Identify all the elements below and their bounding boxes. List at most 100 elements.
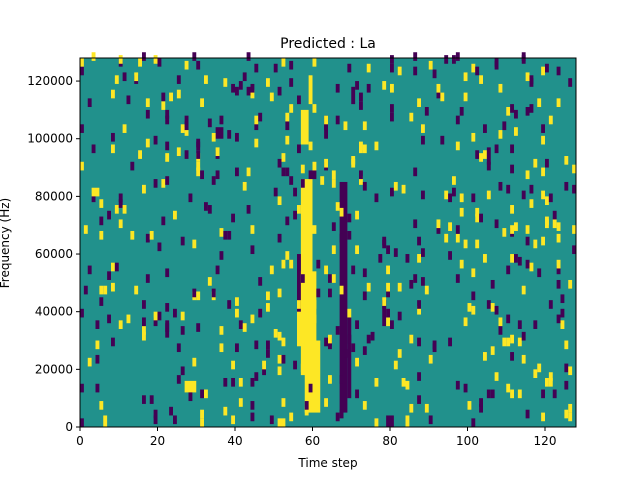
heatmap-cell-low <box>486 300 491 309</box>
heatmap-cell-high <box>304 406 309 416</box>
heatmap-cell-high <box>444 190 449 200</box>
heatmap-cell-high <box>471 268 476 278</box>
heatmap-cell-high <box>417 305 421 315</box>
heatmap-cell-high <box>401 377 406 387</box>
heatmap-cell-low <box>289 60 294 70</box>
heatmap-cell-high <box>347 308 352 318</box>
heatmap-cell-low <box>114 262 119 272</box>
heatmap-cell-high <box>455 141 460 151</box>
heatmap-cell-high <box>393 360 398 370</box>
heatmap-cell-high <box>409 334 414 344</box>
heatmap-cell-low <box>475 150 480 159</box>
heatmap-cell-high <box>196 167 201 177</box>
heatmap-cell-high <box>521 354 526 364</box>
heatmap-cell-low <box>254 121 259 131</box>
heatmap-cell-low <box>440 135 445 145</box>
heatmap-cell-high <box>262 360 266 370</box>
heatmap-cell-low <box>432 340 437 350</box>
heatmap-cell-low <box>188 392 193 402</box>
heatmap-cell-low <box>362 268 367 278</box>
heatmap-cell-low <box>479 403 483 413</box>
y-tick-label: 80000 <box>35 189 73 203</box>
heatmap-cell-low <box>227 230 232 240</box>
heatmap-cell-low <box>254 63 259 73</box>
heatmap-cell-high <box>277 196 282 206</box>
heatmap-cell-low <box>293 360 297 370</box>
heatmap-cell-low <box>339 181 348 413</box>
heatmap-cell-low <box>463 383 468 393</box>
x-tick-label: 20 <box>150 434 165 448</box>
heatmap-cell-low <box>390 63 394 73</box>
heatmap-cell-high <box>386 265 390 275</box>
heatmap-cell-high <box>498 130 503 139</box>
heatmap-cell-low <box>432 69 437 79</box>
heatmap-cell-low <box>80 124 84 133</box>
heatmap-cell-low <box>417 395 421 404</box>
heatmap-cell-high <box>122 205 127 214</box>
y-tick-label: 20000 <box>35 362 73 376</box>
heatmap-cell-low <box>188 193 193 203</box>
heatmap-cell-high <box>510 225 514 234</box>
heatmap-cell-low <box>165 303 170 312</box>
heatmap-cell-high <box>529 262 534 272</box>
heatmap-cell-high <box>490 303 495 312</box>
heatmap-cell-low <box>564 363 569 373</box>
heatmap-cell-high <box>289 412 294 422</box>
heatmap-cell-low <box>145 274 150 283</box>
heatmap-cell-high <box>250 225 255 234</box>
heatmap-cell-low <box>533 320 538 329</box>
heatmap-cell-low <box>413 167 418 177</box>
heatmap-cell-high <box>300 109 309 145</box>
heatmap-cell-high <box>467 401 472 410</box>
heatmap-cell-high <box>118 219 123 229</box>
heatmap-cell-high <box>529 199 534 208</box>
heatmap-cell-low <box>254 340 259 350</box>
heatmap-cell-low <box>506 184 511 194</box>
heatmap-cell-low <box>145 233 150 243</box>
y-tick-label: 60000 <box>35 247 73 261</box>
heatmap-cell-low <box>165 320 170 329</box>
heatmap-cell-low <box>87 98 92 108</box>
heatmap-cell-high <box>238 377 243 387</box>
heatmap-cell-low <box>273 187 278 197</box>
heatmap-cell-low <box>153 179 158 188</box>
heatmap-cell-high <box>428 60 433 70</box>
heatmap-cell-high <box>99 199 104 208</box>
heatmap-cell-low <box>510 104 514 113</box>
heatmap-cell-low <box>471 418 476 427</box>
heatmap-cell-low <box>370 331 375 341</box>
heatmap-cell-low <box>455 115 460 125</box>
heatmap-cell-low <box>556 314 561 324</box>
heatmap-cell-high <box>184 380 197 393</box>
heatmap-cell-low <box>335 412 340 422</box>
heatmap-cell-low <box>231 377 235 387</box>
heatmap-cell-low <box>455 225 460 234</box>
heatmap-cell-low <box>455 380 460 390</box>
heatmap-cell-low <box>300 179 305 188</box>
heatmap-cell-low <box>331 222 336 231</box>
heatmap-cell-high <box>452 176 456 185</box>
heatmap-cell-low <box>161 92 166 102</box>
heatmap-cell-high <box>277 331 282 341</box>
heatmap-cell-high <box>397 66 402 76</box>
heatmap-cell-low <box>328 274 332 283</box>
heatmap-cell-low <box>184 121 189 131</box>
heatmap-cell-high <box>390 83 394 93</box>
heatmap-cell-low <box>169 406 173 416</box>
heatmap-cell-high <box>281 259 286 269</box>
heatmap-cell-low <box>572 245 576 255</box>
heatmap-cell-low <box>269 415 274 425</box>
heatmap-cell-low <box>529 104 534 113</box>
heatmap-cell-high <box>533 369 538 378</box>
heatmap-cell-low <box>258 308 263 318</box>
heatmap-cell-high <box>196 161 201 171</box>
heatmap-cell-high <box>339 285 344 295</box>
heatmap-cell-high <box>564 409 569 419</box>
heatmap-cell-high <box>223 78 228 87</box>
heatmap-cell-high <box>502 337 507 347</box>
heatmap-cell-low <box>142 52 146 61</box>
heatmap-cell-high <box>382 297 387 306</box>
heatmap-cell-high <box>498 317 503 327</box>
heatmap-cell-low <box>413 274 418 283</box>
heatmap-cell-high <box>91 187 96 197</box>
